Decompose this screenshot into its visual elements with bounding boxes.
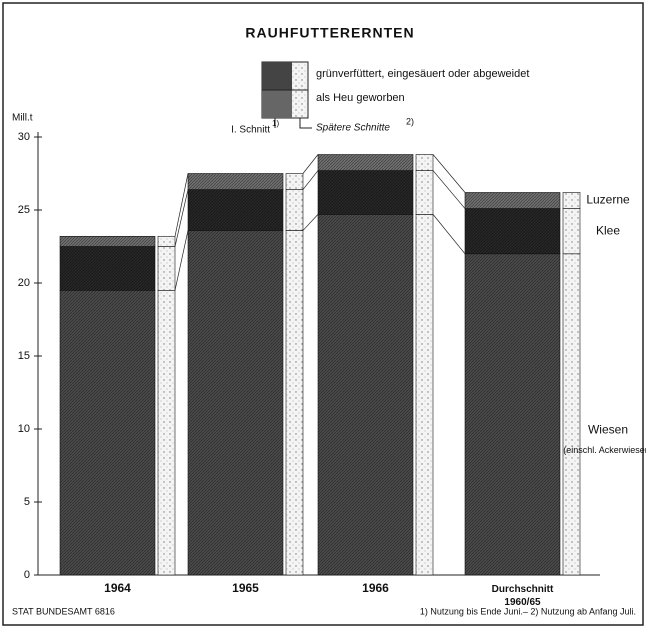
x-tick-label: 1966 bbox=[362, 581, 389, 595]
y-tick-label: 10 bbox=[18, 423, 30, 435]
y-tick-label: 5 bbox=[24, 496, 30, 508]
bar-later-cuts bbox=[157, 246, 176, 291]
connector bbox=[302, 214, 319, 231]
legend-pointer bbox=[274, 118, 312, 129]
bar-later-cuts bbox=[157, 289, 176, 576]
chart-title: RAUHFUTTERERNTEN bbox=[245, 25, 414, 41]
bar-first-cut-hatch bbox=[465, 253, 560, 576]
bar-later-cuts bbox=[285, 173, 304, 190]
bar-later-cuts bbox=[415, 154, 434, 171]
x-tick-label: 1965 bbox=[232, 581, 259, 595]
y-tick-label: 20 bbox=[18, 277, 30, 289]
legend-text: I. Schnitt bbox=[231, 125, 270, 136]
connector bbox=[302, 170, 319, 190]
connector bbox=[432, 154, 466, 193]
series-note: (einschl. Ackerwiesen) bbox=[563, 445, 646, 455]
bar-first-cut-hatch bbox=[465, 208, 560, 254]
bar-later-cuts bbox=[562, 208, 581, 255]
connector bbox=[302, 154, 319, 174]
footnote: 1) Nutzung bis Ende Juni.– 2) Nutzung ab… bbox=[420, 606, 636, 616]
legend-text: Spätere Schnitte bbox=[316, 123, 390, 134]
connector bbox=[432, 214, 466, 255]
y-axis-label: Mill.t bbox=[12, 113, 33, 124]
bar-first-cut-hatch bbox=[188, 173, 283, 190]
bar-first-cut-hatch bbox=[60, 236, 155, 247]
bar-first-cut-hatch bbox=[465, 192, 560, 209]
y-tick-label: 0 bbox=[24, 569, 30, 581]
bar-later-cuts bbox=[562, 192, 581, 209]
bar-later-cuts bbox=[285, 189, 304, 231]
bar-first-cut-hatch bbox=[188, 189, 283, 231]
legend-note: 1) bbox=[272, 119, 279, 128]
y-tick-label: 25 bbox=[18, 204, 30, 216]
bar-first-cut-hatch bbox=[60, 246, 155, 291]
bar-later-cuts bbox=[285, 230, 304, 576]
bar-later-cuts bbox=[157, 235, 176, 247]
source: STAT BUNDESAMT 6816 bbox=[12, 606, 115, 616]
bar-first-cut-hatch bbox=[318, 154, 413, 171]
x-tick-label: 1964 bbox=[104, 581, 131, 595]
series-label: Wiesen bbox=[588, 423, 628, 437]
legend-note: 2) bbox=[406, 116, 414, 126]
x-tick-label: Durchschnitt 1960/65 bbox=[492, 584, 554, 608]
legend-swatch bbox=[262, 62, 292, 90]
connector bbox=[432, 170, 466, 209]
bar-later-cuts bbox=[415, 170, 434, 215]
connector bbox=[174, 173, 189, 237]
bar-later-cuts bbox=[562, 253, 581, 576]
legend-text: grünverfüttert, eingesäuert oder abgewei… bbox=[316, 68, 529, 80]
bar-first-cut-hatch bbox=[60, 290, 155, 575]
bar-later-cuts bbox=[415, 214, 434, 576]
connector bbox=[174, 189, 189, 247]
connector bbox=[174, 230, 189, 291]
y-tick-label: 15 bbox=[18, 350, 30, 362]
bar-first-cut-hatch bbox=[188, 230, 283, 575]
legend-swatch bbox=[262, 90, 292, 118]
bar-first-cut-hatch bbox=[318, 214, 413, 575]
legend-text: als Heu geworben bbox=[316, 92, 405, 104]
series-label: Klee bbox=[596, 223, 620, 237]
series-label: Luzerne bbox=[586, 193, 630, 207]
y-tick-label: 30 bbox=[18, 131, 30, 143]
bar-first-cut-hatch bbox=[318, 170, 413, 215]
frame bbox=[2, 2, 644, 626]
